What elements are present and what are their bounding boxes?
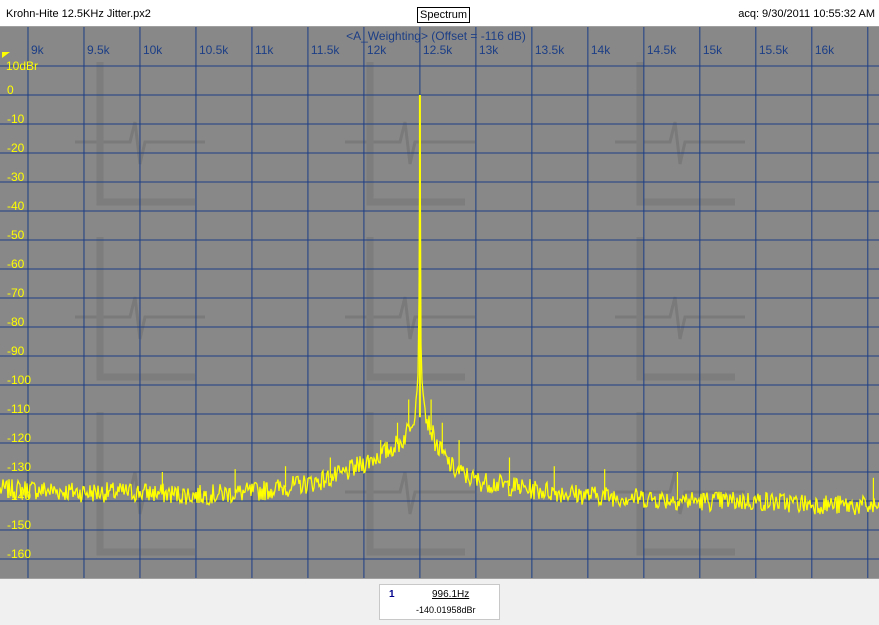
y-tick-label: -120 <box>7 431 31 445</box>
x-tick-label: 15k <box>703 43 723 57</box>
spectrum-view-button[interactable]: Spectrum <box>417 7 471 23</box>
y-axis-marker-icon <box>2 52 10 58</box>
y-tick-label: -150 <box>7 518 31 532</box>
watermark-pulse <box>345 296 475 340</box>
x-tick-label: 12k <box>367 43 387 57</box>
x-tick-label: 16k <box>815 43 835 57</box>
watermark-letter <box>366 237 465 381</box>
x-tick-label: 13k <box>479 43 499 57</box>
watermark-letter <box>96 237 195 381</box>
y-tick-label: -50 <box>7 228 25 242</box>
watermark-letter <box>636 412 735 556</box>
y-tick-label: -10 <box>7 112 25 126</box>
y-tick-label: -40 <box>7 199 25 213</box>
watermark-pulse <box>75 296 205 340</box>
y-tick-label: -130 <box>7 460 31 474</box>
watermark-logo-icon <box>75 62 205 206</box>
y-tick-label: -30 <box>7 170 25 184</box>
chart-title: <A_Weighting> (Offset = -116 dB) <box>346 29 526 43</box>
y-tick-label: -70 <box>7 286 25 300</box>
cursor-readout-box[interactable]: 1 996.1Hz -140.01958dBr <box>379 584 500 620</box>
spectrum-chart: <A_Weighting> (Offset = -116 dB) 10dBr 9… <box>0 27 879 578</box>
watermark-pulse <box>615 121 745 165</box>
y-tick-label: -160 <box>7 547 31 561</box>
x-tick-label: 11k <box>255 43 274 57</box>
spectrum-plot-area[interactable]: <A_Weighting> (Offset = -116 dB) 10dBr 9… <box>0 27 879 578</box>
x-tick-label: 13.5k <box>535 43 565 57</box>
x-tick-label: 15.5k <box>759 43 789 57</box>
x-tick-label: 14k <box>591 43 611 57</box>
y-tick-label: -80 <box>7 315 25 329</box>
y-tick-label: -110 <box>7 402 30 416</box>
noise-floor-line <box>0 116 879 515</box>
watermark-pulse <box>345 471 475 515</box>
x-tick-label: 11.5k <box>311 43 340 57</box>
y-tick-label: -90 <box>7 344 25 358</box>
watermark-pulse <box>615 296 745 340</box>
watermark-logo-icon <box>345 62 475 206</box>
x-tick-label: 9k <box>31 43 45 57</box>
watermark-logo-icon <box>345 237 475 381</box>
x-tick-label: 14.5k <box>647 43 677 57</box>
watermark-logo-icon <box>615 62 745 206</box>
cursor-level: -140.01958dBr <box>416 605 476 615</box>
cursor-index: 1 <box>389 589 395 600</box>
watermark-logos <box>75 62 745 556</box>
acquisition-timestamp: acq: 9/30/2011 10:55:32 AM <box>738 8 875 20</box>
x-tick-label: 10k <box>143 43 163 57</box>
spectrum-trace <box>0 95 879 515</box>
watermark-logo-icon <box>615 237 745 381</box>
x-tick-label: 9.5k <box>87 43 111 57</box>
x-tick-label: 12.5k <box>423 43 453 57</box>
y-tick-label: -20 <box>7 141 25 155</box>
file-name: Krohn-Hite 12.5KHz Jitter.px2 <box>6 8 151 20</box>
y-axis-unit-label: 10dBr <box>6 59 38 73</box>
watermark-pulse <box>345 121 475 165</box>
watermark-letter <box>636 237 735 381</box>
watermark-pulse <box>75 121 205 165</box>
cursor-readout-bar: 1 996.1Hz -140.01958dBr <box>0 578 879 625</box>
x-tick-label: 10.5k <box>199 43 229 57</box>
watermark-letter <box>636 62 735 206</box>
cursor-frequency[interactable]: 996.1Hz <box>432 589 470 600</box>
y-tick-label: -60 <box>7 257 25 271</box>
x-tick-labels: 9k 9.5k 10k 10.5k 11k 11.5k 12k 12.5k 13k 13.5k 14… <box>31 43 835 57</box>
watermark-letter <box>366 62 465 206</box>
title-bar: Krohn-Hite 12.5KHz Jitter.px2 Spectrum a… <box>0 0 879 27</box>
y-tick-label: 0 <box>7 83 14 97</box>
y-tick-label: -100 <box>7 373 31 387</box>
watermark-letter <box>96 62 195 206</box>
watermark-logo-icon <box>75 237 205 381</box>
watermark-letter <box>96 412 195 556</box>
